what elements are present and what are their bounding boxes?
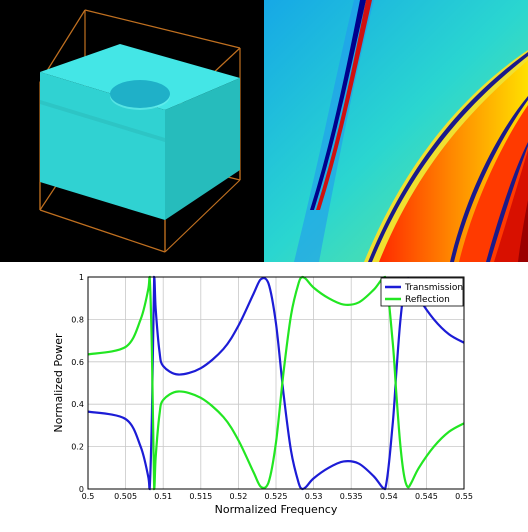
x-tick-label: 0.55 [455, 492, 473, 501]
y-tick-label: 0.8 [71, 315, 84, 324]
x-tick-label: 0.505 [114, 492, 137, 501]
x-tick-label: 0.52 [229, 492, 247, 501]
x-tick-label: 0.54 [380, 492, 398, 501]
x-tick-label: 0.53 [305, 492, 323, 501]
power-chart-svg: 0.5 0.505 0.51 0.515 0.52 0.525 0.53 0.535 0.54 0… [52, 273, 473, 516]
y-axis-label: Normalized Power [52, 333, 65, 433]
x-tick-label: 0.51 [154, 492, 172, 501]
x-tick-label: 0.525 [265, 492, 288, 501]
block-hole [110, 80, 170, 108]
x-tick-label: 0.545 [415, 492, 438, 501]
y-tick-label: 0 [79, 485, 84, 494]
legend-label-reflection: Reflection [405, 295, 450, 305]
field-colormap-image [264, 0, 528, 262]
x-tick-label: 0.535 [340, 492, 363, 501]
layer-line [40, 100, 165, 142]
plot-frame [87, 276, 465, 490]
block-side-face [165, 78, 240, 220]
x-tick-label: 0.5 [82, 492, 95, 501]
field-colormap [264, 0, 528, 262]
y-tick-label: 0.6 [71, 358, 84, 367]
legend: Transmission Reflection [380, 277, 464, 307]
y-tick-label: 0.4 [71, 400, 84, 409]
x-tick-label: 0.515 [189, 492, 212, 501]
y-tick-label: 1 [79, 273, 84, 282]
x-axis-label: Normalized Frequency [215, 503, 338, 516]
block-top-face [40, 44, 240, 110]
cube-3d-image [39, 9, 241, 253]
cube-3d-render [0, 0, 264, 262]
legend-label-transmission: Transmission [404, 283, 463, 293]
power-chart: 0.5 0.505 0.51 0.515 0.52 0.525 0.53 0.535 0.54 0… [0, 262, 528, 528]
y-tick-label: 0.2 [71, 443, 84, 452]
